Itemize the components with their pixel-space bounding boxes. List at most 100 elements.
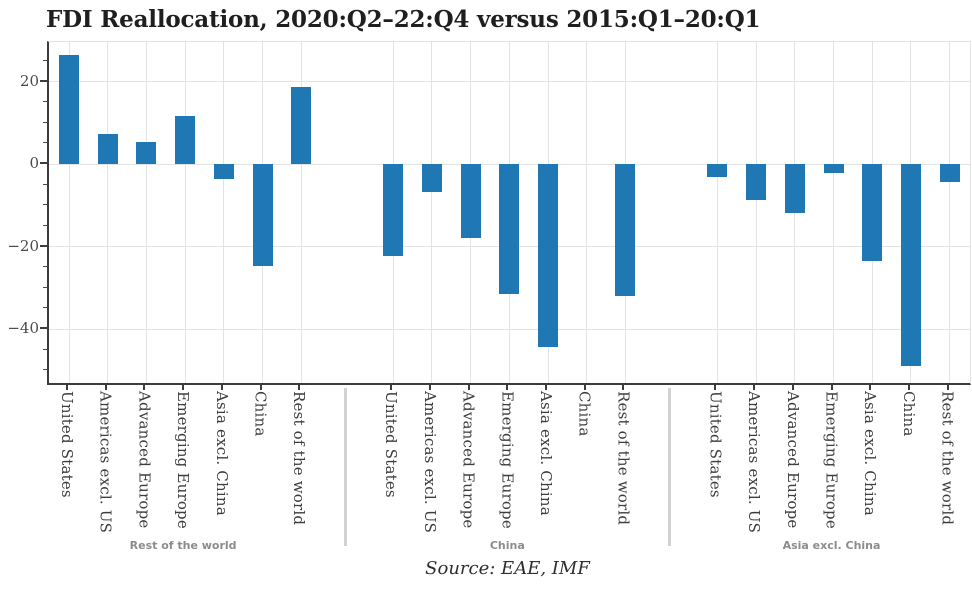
group-separator	[343, 388, 347, 546]
grid-line-vertical	[716, 42, 718, 383]
chart-title: FDI Reallocation, 2020:Q2–22:Q4 versus 2…	[46, 6, 761, 33]
plot-area	[47, 41, 971, 385]
bar	[291, 86, 312, 165]
category-label: United States	[382, 391, 401, 498]
category-label: United States	[706, 391, 725, 498]
y-axis-minor-tick	[43, 369, 47, 371]
y-axis-major-tick	[40, 162, 47, 165]
y-axis-minor-tick	[43, 286, 47, 288]
bar	[615, 164, 636, 296]
category-label: United States	[58, 391, 76, 498]
category-label: China	[899, 391, 918, 437]
y-tick-label: −40	[7, 319, 39, 338]
bar	[499, 164, 520, 295]
y-axis-major-tick	[40, 327, 47, 330]
bar	[707, 164, 728, 178]
category-label: Advanced Europe	[135, 391, 154, 529]
category-label: Rest of the world	[938, 391, 957, 526]
bar	[746, 164, 767, 201]
group-label: China	[489, 539, 525, 552]
y-tick-label: 0	[29, 154, 39, 173]
bar	[136, 141, 157, 165]
grid-line-vertical	[833, 42, 834, 383]
category-label: China	[575, 391, 594, 437]
bar	[252, 164, 273, 266]
category-label: Americas excl. US	[96, 391, 115, 534]
bar	[862, 164, 883, 261]
bar	[421, 164, 442, 193]
group-label: Rest of the world	[129, 539, 237, 552]
category-label: Rest of the world	[290, 391, 309, 526]
grid-line-vertical	[145, 42, 147, 383]
x-axis-tick	[66, 384, 68, 390]
x-axis-tick	[428, 384, 431, 390]
y-axis-minor-tick	[43, 266, 47, 268]
grid-line-vertical	[184, 42, 186, 383]
grid-line-vertical	[300, 42, 302, 383]
bar	[59, 55, 79, 165]
grid-line-vertical	[431, 42, 433, 383]
x-axis-tick	[753, 384, 756, 390]
bar	[213, 164, 234, 180]
bar	[784, 164, 805, 213]
x-axis-tick	[259, 384, 262, 390]
y-axis-minor-tick	[43, 101, 47, 103]
y-axis-major-tick	[40, 244, 47, 247]
x-axis-tick	[545, 384, 547, 390]
category-label: Americas excl. US	[420, 391, 439, 534]
x-axis-tick	[104, 384, 107, 390]
category-label: Advanced Europe	[783, 391, 802, 529]
x-axis-tick	[714, 384, 717, 390]
category-label: Emerging Europe	[822, 391, 841, 529]
x-axis-tick	[622, 384, 625, 390]
y-axis-minor-tick	[43, 348, 47, 350]
category-label: Rest of the world	[614, 391, 633, 526]
grid-line-vertical	[107, 42, 109, 383]
y-tick-label: −20	[7, 236, 39, 255]
x-axis-tick	[143, 384, 146, 390]
bar	[97, 134, 118, 165]
y-axis-minor-tick	[43, 307, 47, 309]
category-label: Emerging Europe	[174, 391, 193, 529]
x-axis-tick	[467, 384, 470, 390]
x-axis-tick	[298, 384, 301, 390]
y-tick-label: 20	[19, 71, 39, 90]
category-label: Emerging Europe	[498, 391, 517, 529]
y-axis-minor-tick	[43, 183, 47, 185]
y-axis-minor-tick	[43, 224, 47, 226]
bar	[538, 164, 558, 347]
group-separator	[667, 388, 671, 546]
x-axis-tick	[390, 384, 393, 390]
x-axis-tick	[946, 384, 949, 390]
y-axis-minor-tick	[43, 204, 47, 206]
category-label: Asia excl. China	[212, 391, 231, 516]
grid-line-vertical	[68, 42, 70, 383]
bar	[823, 164, 844, 174]
bar	[460, 164, 481, 238]
x-axis-tick	[506, 384, 509, 390]
source-note: Source: EAE, IMF	[425, 558, 590, 579]
grid-line-vertical	[223, 42, 225, 383]
category-label: China	[251, 391, 270, 437]
y-axis-major-tick	[40, 79, 47, 82]
x-axis-tick	[869, 384, 872, 390]
bar	[900, 164, 921, 367]
x-axis-tick	[791, 384, 794, 390]
bar	[939, 164, 960, 182]
category-label: Asia excl. China	[861, 391, 880, 516]
category-label: Advanced Europe	[459, 391, 478, 529]
category-label: Asia excl. China	[537, 391, 555, 516]
x-axis-tick	[583, 384, 586, 390]
grid-line-vertical	[586, 42, 588, 383]
bar	[175, 116, 196, 165]
group-label: Asia excl. China	[782, 539, 881, 552]
y-axis-minor-tick	[43, 59, 47, 61]
bar	[383, 164, 404, 256]
x-axis-tick	[220, 384, 223, 390]
x-axis-tick	[182, 384, 185, 390]
y-axis-minor-tick	[43, 142, 47, 144]
grid-line-vertical	[755, 42, 757, 383]
x-axis-tick	[907, 384, 910, 390]
category-label: Americas excl. US	[745, 391, 764, 534]
